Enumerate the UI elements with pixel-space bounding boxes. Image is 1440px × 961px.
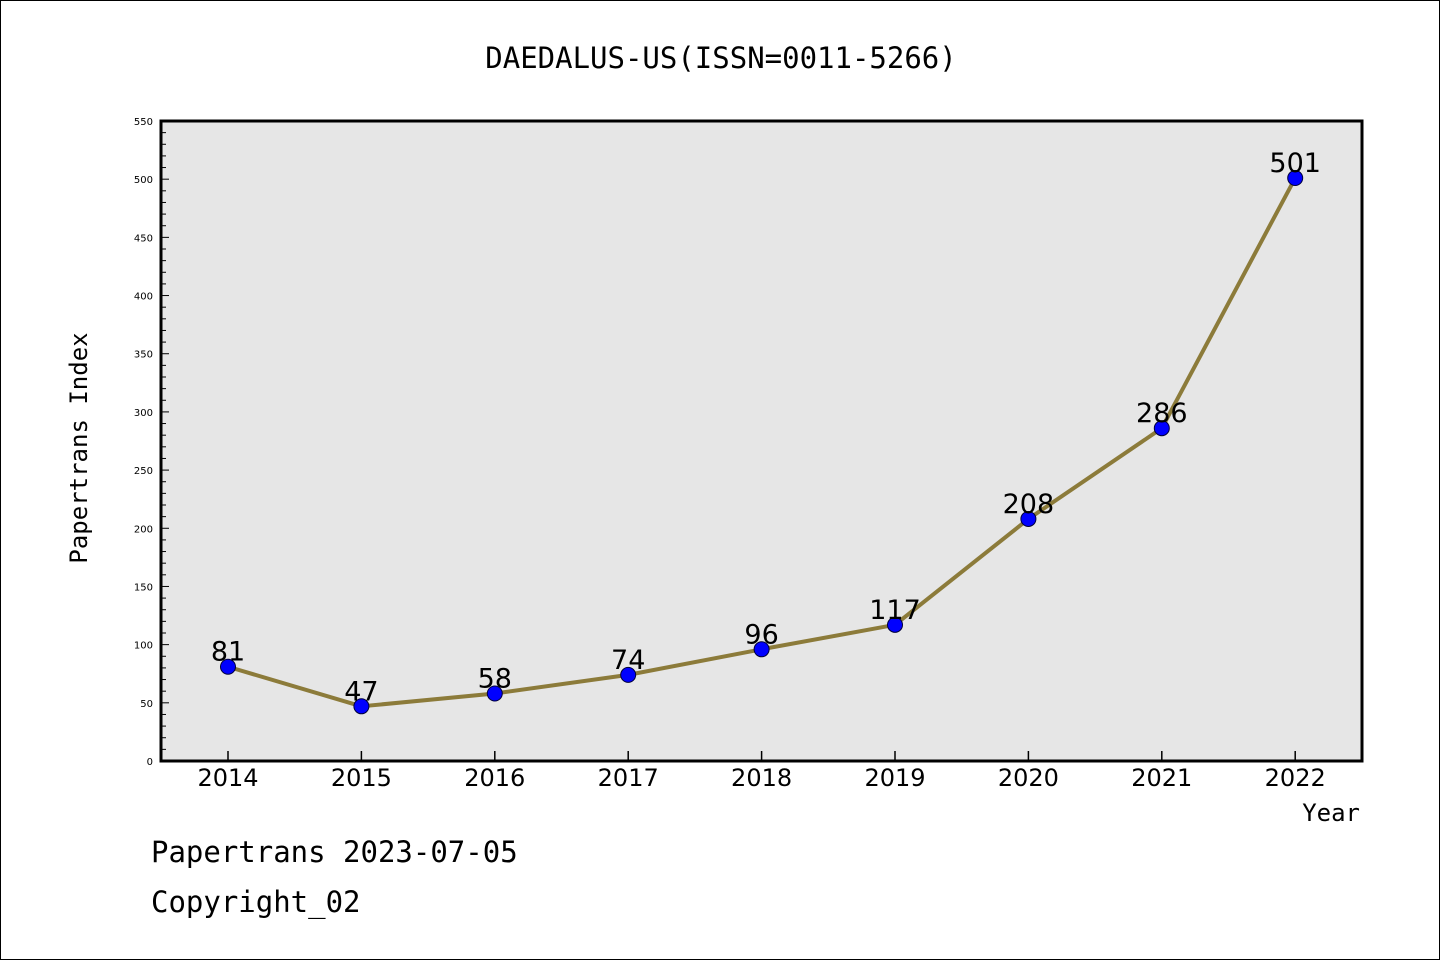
y-tick-label: 100 xyxy=(134,641,153,652)
x-tick-label: 2014 xyxy=(197,764,258,792)
y-tick-label: 200 xyxy=(134,524,153,535)
data-point-2022 xyxy=(1287,170,1304,187)
y-tick-label: 250 xyxy=(134,466,153,477)
footer-date: Papertrans 2023-07-05 xyxy=(151,835,518,869)
data-label-2016: 58 xyxy=(478,664,512,695)
y-tick-label: 0 xyxy=(147,757,153,768)
y-tick-label: 50 xyxy=(140,699,153,710)
y-tick-label: 400 xyxy=(134,292,153,303)
x-axis-ticks: 2014 2015 2016 2017 2018 2019 2020 2021 2022 xyxy=(197,751,1326,792)
y-tick-label: 450 xyxy=(134,233,153,244)
y-tick-label: 500 xyxy=(134,175,153,186)
data-point-2021 xyxy=(1153,420,1170,437)
data-points xyxy=(220,170,1304,715)
x-tick-label: 2018 xyxy=(731,764,792,792)
data-label-2021: 286 xyxy=(1136,398,1188,429)
data-point-2014 xyxy=(220,658,236,675)
x-tick-label: 2019 xyxy=(864,764,925,792)
data-label-2014: 81 xyxy=(211,637,245,668)
data-label-2017: 74 xyxy=(611,645,645,676)
x-axis-label: Year xyxy=(1302,799,1360,827)
y-axis-label: Papertrans Index xyxy=(65,332,93,563)
data-point-2016 xyxy=(486,685,503,702)
x-tick-label: 2020 xyxy=(998,764,1059,792)
x-tick-label: 2015 xyxy=(331,764,392,792)
y-tick-label: 350 xyxy=(134,350,153,361)
data-point-2020 xyxy=(1020,510,1037,527)
x-tick-label: 2021 xyxy=(1131,764,1192,792)
footer-copyright: Copyright_02 xyxy=(151,885,361,919)
data-label-2022: 501 xyxy=(1269,148,1321,179)
data-labels: 81 47 58 74 96 117 208 286 501 xyxy=(211,148,1321,707)
data-point-2017 xyxy=(620,666,637,683)
data-label-2018: 96 xyxy=(744,619,778,650)
data-point-2019 xyxy=(887,616,903,633)
data-label-2020: 208 xyxy=(1003,489,1055,520)
y-tick-label: 150 xyxy=(134,582,153,593)
chart-title: DAEDALUS-US(ISSN=0011-5266) xyxy=(485,41,956,75)
data-label-2019: 117 xyxy=(869,595,921,626)
data-point-2018 xyxy=(753,641,770,658)
data-label-2015: 47 xyxy=(344,676,378,707)
plot-area xyxy=(159,119,1364,763)
y-tick-label: 300 xyxy=(134,408,153,419)
x-tick-label: 2017 xyxy=(598,764,659,792)
x-tick-label: 2022 xyxy=(1265,764,1326,792)
y-axis-ticks: 0 50 100 150 200 250 300 350 400 450 500 550 xyxy=(134,117,169,768)
data-point-2015 xyxy=(353,698,370,715)
y-tick-label: 550 xyxy=(134,117,153,128)
x-tick-label: 2016 xyxy=(464,764,525,792)
